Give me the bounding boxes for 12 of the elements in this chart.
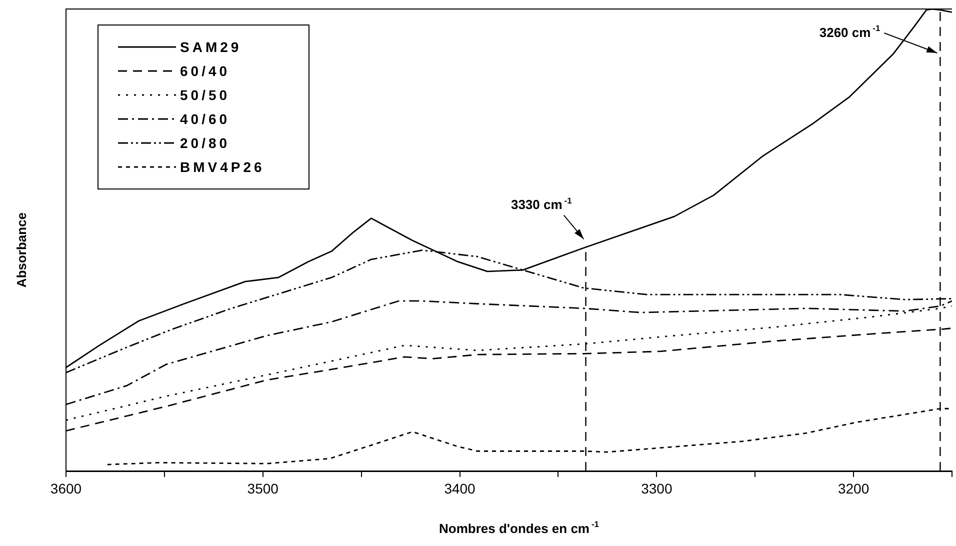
legend-label: SAM29 (180, 39, 242, 55)
x-tick-label: 3300 (641, 480, 672, 496)
x-tick-label: 3500 (247, 480, 279, 496)
x-tick-label: 3200 (838, 480, 870, 496)
legend-label: 60/40 (180, 63, 230, 79)
x-tick-label: 3600 (50, 480, 82, 496)
x-tick-label: 3400 (444, 480, 476, 496)
legend-label: 40/60 (180, 111, 230, 127)
y-axis-title: Absorbance (14, 212, 29, 288)
legend-label: 50/50 (180, 87, 230, 103)
legend-label: 20/80 (180, 135, 230, 151)
legend-label: BMV4P26 (180, 159, 265, 175)
